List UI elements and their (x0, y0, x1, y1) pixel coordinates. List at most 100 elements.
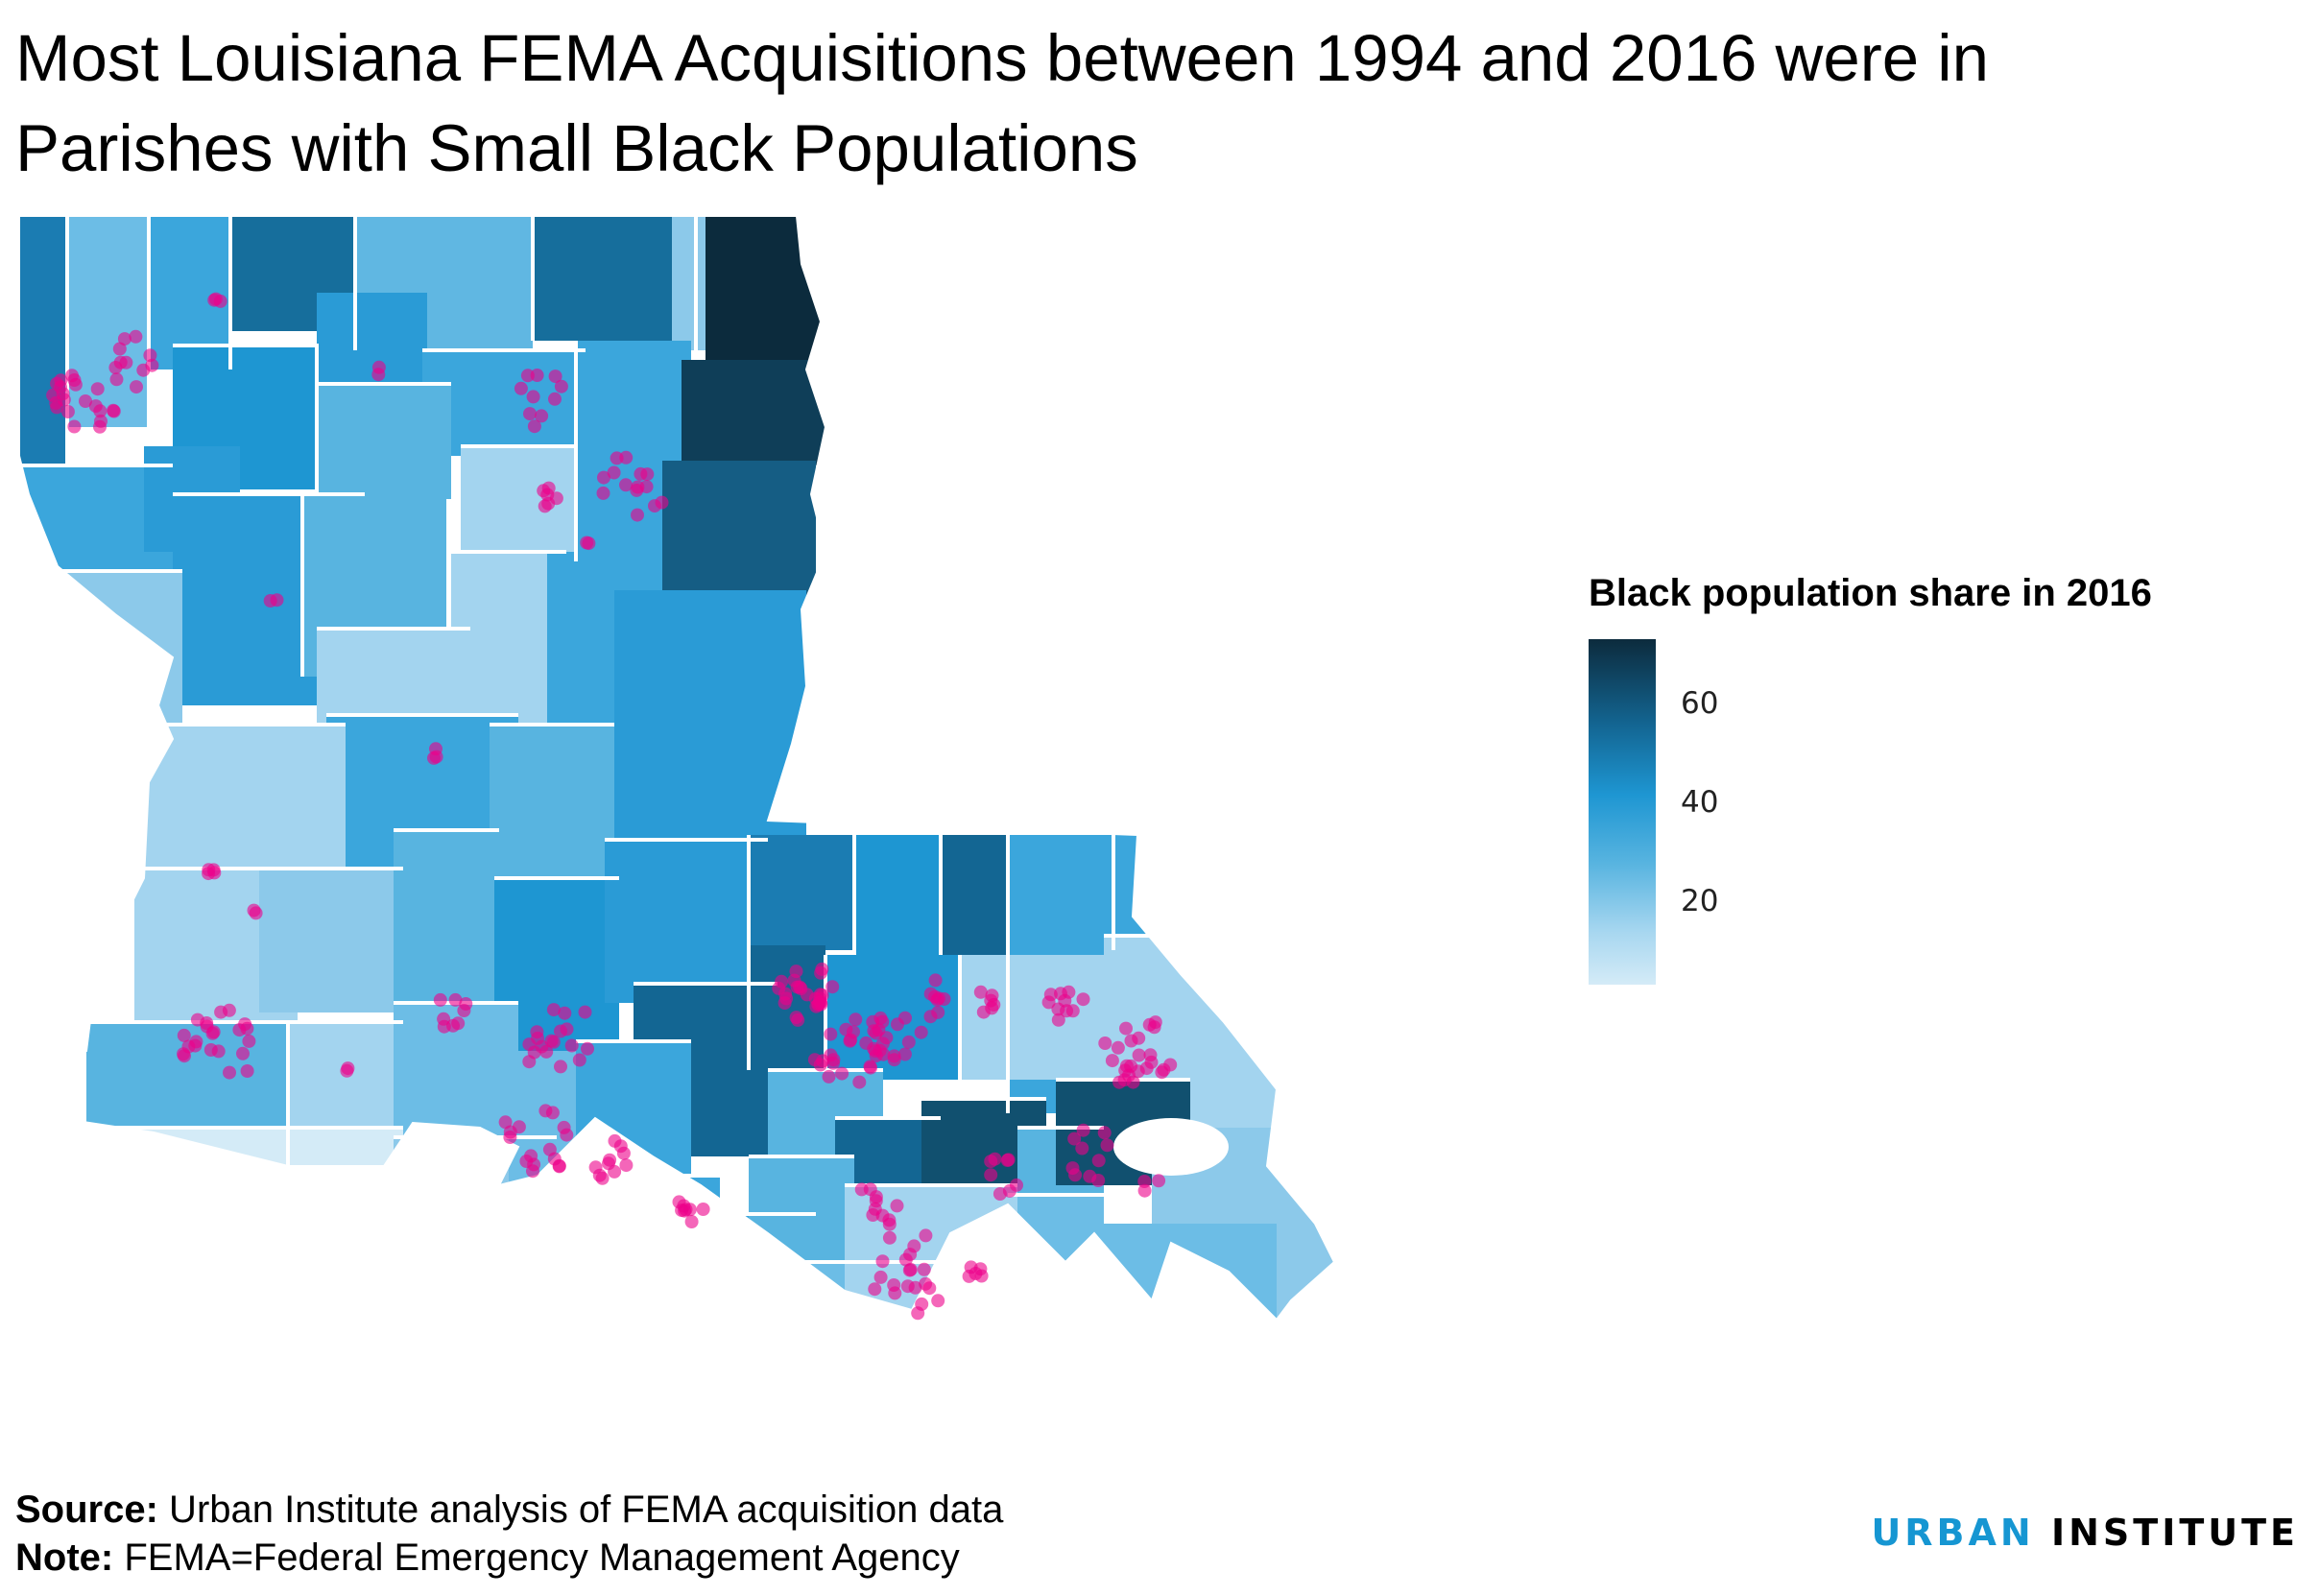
acquisition-point (514, 381, 528, 395)
acquisition-point (839, 1022, 853, 1036)
acquisition-point (1091, 1154, 1106, 1168)
acquisition-point (1157, 1062, 1171, 1077)
parish-st-martin (576, 1041, 691, 1204)
acquisition-point (437, 1012, 451, 1026)
acquisition-point (826, 1056, 840, 1070)
parish-east-carroll (706, 216, 830, 360)
acquisition-point (546, 1003, 561, 1017)
acquisition-point (779, 991, 794, 1006)
acquisition-points (46, 292, 1178, 1321)
parish-lincoln (317, 293, 427, 384)
footer: Source: Urban Institute analysis of FEMA… (15, 1486, 1003, 1582)
acquisition-point (112, 342, 127, 356)
acquisition-point (931, 1294, 945, 1308)
acquisition-point (108, 361, 123, 374)
acquisition-point (919, 1276, 933, 1291)
acquisition-point (887, 1049, 901, 1063)
acquisition-point (1067, 1131, 1082, 1146)
parish-terrebonne (729, 1262, 960, 1320)
acquisition-point (67, 419, 82, 434)
acquisition-point (65, 369, 79, 383)
source-line: Source: Urban Institute analysis of FEMA… (15, 1486, 1003, 1534)
acquisition-point (1076, 1123, 1090, 1137)
acquisition-point (607, 465, 621, 480)
acquisition-point (973, 985, 988, 999)
acquisition-point (1097, 1126, 1112, 1140)
acquisition-point (572, 1053, 586, 1067)
acquisition-point (1152, 1174, 1166, 1188)
acquisition-point (548, 369, 562, 384)
urban-institute-logo: URBAN INSTITUTE (1871, 1512, 2299, 1554)
acquisition-point (634, 466, 648, 481)
acquisition-point (1100, 1138, 1114, 1153)
acquisition-point (1117, 1073, 1132, 1087)
parish-west-feliciana (749, 835, 864, 950)
acquisition-point (145, 358, 159, 372)
acquisition-point (542, 1142, 557, 1156)
parish-sabine (19, 571, 182, 763)
acquisition-point (974, 1269, 989, 1283)
acquisition-point (526, 390, 540, 404)
acquisition-point (512, 1120, 526, 1134)
acquisition-point (911, 1306, 925, 1321)
acquisition-point (214, 1005, 228, 1019)
parish-morehouse (533, 216, 696, 341)
chart-title: Most Louisiana FEMA Acquisitions between… (15, 21, 1989, 185)
acquisition-point (863, 1060, 877, 1074)
acquisition-point (631, 508, 644, 522)
acquisition-point (822, 1069, 836, 1084)
acquisition-point (554, 379, 568, 393)
acquisition-point (588, 1160, 603, 1175)
acquisition-point (206, 863, 221, 877)
parish-concordia (614, 590, 806, 878)
acquisition-point (852, 1075, 867, 1089)
acquisition-point (537, 484, 551, 498)
acquisition-point (117, 332, 132, 346)
acquisition-point (247, 903, 261, 917)
acquisition-point (608, 1164, 622, 1179)
acquisition-point (564, 1038, 579, 1053)
acquisition-point (526, 1164, 539, 1179)
parish-pointe-coupee (605, 840, 768, 1003)
acquisition-point (548, 392, 562, 406)
acquisition-point (523, 407, 537, 421)
acquisition-point (522, 1037, 537, 1052)
acquisition-point (1105, 1054, 1119, 1068)
legend-tick-mark (1656, 899, 1669, 903)
note-line: Note: FEMA=Federal Emergency Management … (15, 1534, 1003, 1582)
acquisition-point (789, 1011, 803, 1025)
acquisition-point (962, 1269, 976, 1283)
acquisition-point (1068, 1168, 1083, 1182)
acquisition-point (596, 486, 610, 500)
note-label: Note: (15, 1536, 114, 1579)
legend-tick-mark (1656, 800, 1669, 804)
parish-east-feliciana (854, 835, 941, 960)
acquisition-point (813, 1058, 827, 1072)
acquisition-point (1051, 1012, 1065, 1027)
acquisition-point (866, 1208, 880, 1222)
acquisition-point (1124, 1059, 1138, 1073)
legend-colorbar: 60 40 20 (1589, 639, 2260, 1004)
acquisition-point (457, 1004, 471, 1017)
acquisition-point (868, 1282, 882, 1297)
acquisition-point (530, 1025, 544, 1039)
acquisition-point (448, 992, 463, 1007)
acquisition-point (558, 1006, 572, 1020)
acquisition-point (539, 1044, 554, 1059)
acquisition-point (882, 1217, 897, 1231)
parish-caddo (19, 216, 67, 465)
acquisition-point (888, 1286, 902, 1300)
acquisition-point (578, 1005, 592, 1019)
acquisition-point (897, 1047, 912, 1061)
acquisition-point (188, 1038, 203, 1053)
acquisition-point (1043, 988, 1058, 1002)
logo-word-institute: INSTITUTE (2050, 1512, 2299, 1554)
acquisition-point (648, 499, 661, 513)
acquisition-point (177, 1047, 190, 1061)
legend-tick-label: 60 (1681, 685, 1719, 721)
acquisition-point (242, 1034, 256, 1048)
acquisition-point (902, 1263, 917, 1277)
acquisition-point (873, 1043, 887, 1058)
acquisition-point (603, 1153, 617, 1167)
acquisition-point (522, 1055, 537, 1069)
